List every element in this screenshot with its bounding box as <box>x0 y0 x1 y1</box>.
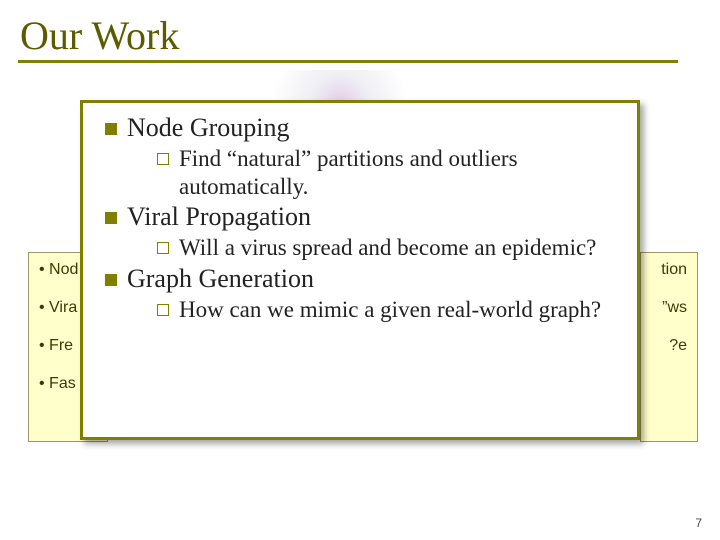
topic-sub-text: Will a virus spread and become an epidem… <box>179 235 596 260</box>
topic-sub-text: Find “natural” partitions and outliers a… <box>179 146 518 199</box>
topic-sub-text: How can we mimic a given real-world grap… <box>179 297 601 322</box>
title-wrap: Our Work <box>20 12 179 59</box>
topic-item: Viral Propagation Will a virus spread an… <box>101 202 619 262</box>
topic-sub: Find “natural” partitions and outliers a… <box>127 145 619 200</box>
bg-right-line: ws” <box>651 299 687 317</box>
bg-right-line: e? <box>651 337 687 355</box>
topic-sub: How can we mimic a given real-world grap… <box>127 296 619 324</box>
topic-item: Graph Generation How can we mimic a give… <box>101 264 619 324</box>
slide: Our Work • Nod • Vira • Fre • Fas tion w… <box>0 0 720 540</box>
topic-heading: Viral Propagation <box>127 202 311 231</box>
topic-heading: Graph Generation <box>127 264 314 293</box>
content-card: Node Grouping Find “natural” partitions … <box>80 100 640 440</box>
topic-item: Node Grouping Find “natural” partitions … <box>101 113 619 200</box>
background-box-right: tion ws” e? <box>640 252 698 442</box>
topic-heading: Node Grouping <box>127 113 289 142</box>
bg-right-line: tion <box>651 261 687 279</box>
title-underline <box>18 60 678 63</box>
page-number: 7 <box>695 516 702 530</box>
topic-list: Node Grouping Find “natural” partitions … <box>101 113 619 323</box>
slide-title: Our Work <box>20 12 179 59</box>
topic-sub: Will a virus spread and become an epidem… <box>127 234 619 262</box>
